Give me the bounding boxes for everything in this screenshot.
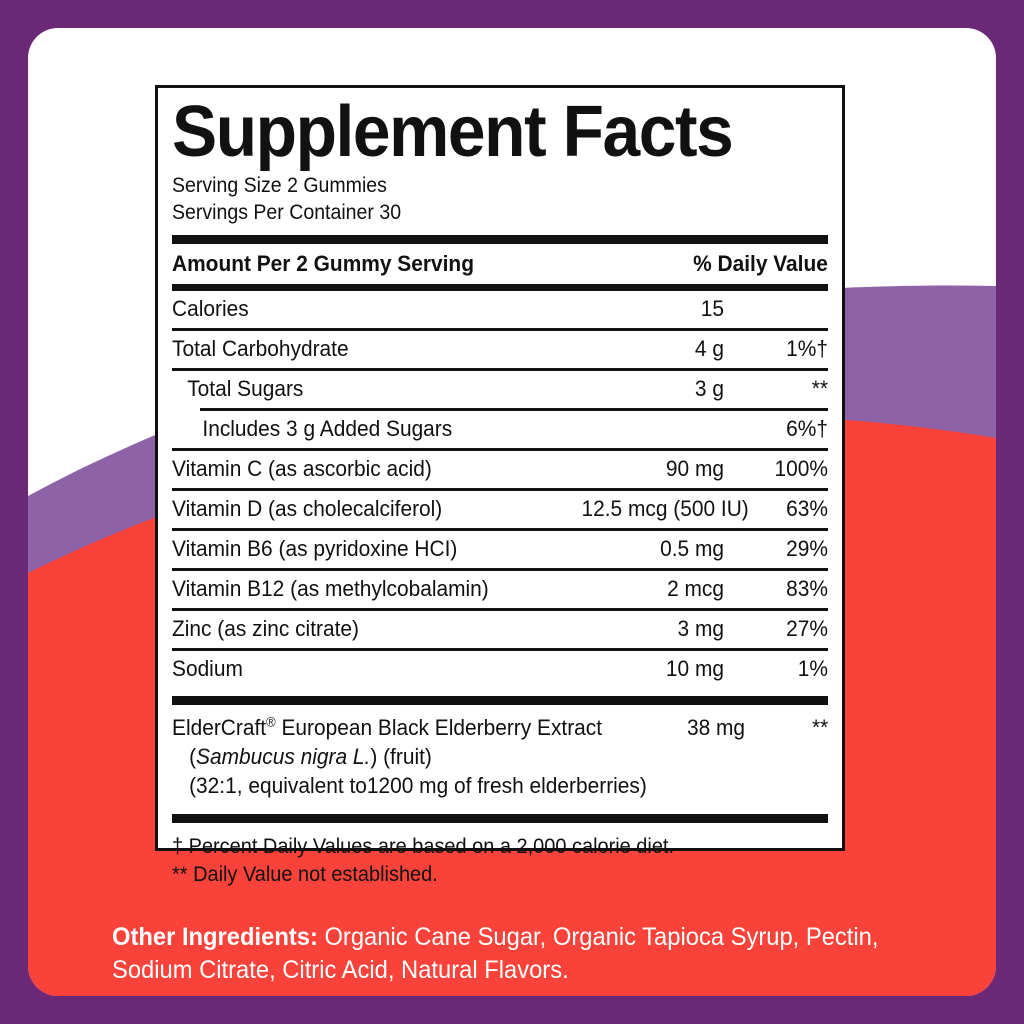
table-row: Vitamin B12 (as methylcobalamin) 2 mcg 8… bbox=[172, 571, 828, 608]
nutrient-dv: 100% bbox=[774, 456, 828, 482]
extract-brand: ElderCraft bbox=[172, 715, 267, 741]
serving-size: Serving Size 2 Gummies bbox=[172, 174, 387, 198]
table-row: Vitamin B6 (as pyridoxine HCI) 0.5 mg 29… bbox=[172, 531, 828, 568]
nutrient-name: Vitamin D (as cholecalciferol) bbox=[172, 496, 443, 522]
nutrient-name: Vitamin C (as ascorbic acid) bbox=[172, 456, 432, 482]
footnote-double-asterisk: ** Daily Value not established. bbox=[172, 862, 438, 886]
rule-under-header bbox=[172, 284, 828, 292]
table-header-row: Amount Per 2 Gummy Serving % Daily Value bbox=[172, 244, 828, 284]
page-title: Supplement Facts bbox=[172, 92, 734, 172]
botanical-latin-name: Sambucus nigra L. bbox=[196, 744, 371, 770]
nutrient-amount: 12.5 mcg (500 IU) bbox=[581, 496, 749, 522]
row-divider bbox=[172, 488, 828, 492]
nutrient-dv: 1% bbox=[797, 656, 828, 682]
table-row: Vitamin C (as ascorbic acid) 90 mg 100% bbox=[172, 451, 828, 488]
table-row: Total Carbohydrate 4 g 1%† bbox=[172, 331, 828, 368]
nutrient-amount: 15 bbox=[700, 296, 724, 322]
extract-name: ElderCraft® European Black Elderberry Ex… bbox=[172, 713, 602, 742]
row-divider bbox=[172, 608, 828, 612]
nutrient-dv: 1%† bbox=[786, 336, 828, 362]
table-row: Vitamin D (as cholecalciferol) 12.5 mcg … bbox=[172, 491, 828, 528]
table-row: Calories 15 bbox=[172, 291, 828, 328]
daily-value-label: % Daily Value bbox=[693, 251, 828, 277]
rule-thick-above-extract bbox=[172, 696, 828, 706]
nutrient-amount: 3 g bbox=[694, 376, 724, 402]
nutrient-dv: ** bbox=[811, 376, 828, 402]
nutrient-name: Total Carbohydrate bbox=[172, 336, 349, 362]
nutrient-dv: 63% bbox=[786, 496, 828, 522]
nutrient-name: Includes 3 g Added Sugars bbox=[202, 416, 453, 442]
other-ingredients-label: Other Ingredients: bbox=[112, 923, 318, 951]
extract-amount: 38 mg bbox=[686, 715, 745, 741]
extract-main-line: ElderCraft® European Black Elderberry Ex… bbox=[172, 713, 828, 742]
registered-mark-icon: ® bbox=[266, 714, 276, 730]
nutrient-dv: 29% bbox=[786, 536, 828, 562]
extract-name-rest: European Black Elderberry Extract bbox=[275, 715, 603, 741]
table-row: Sodium 10 mg 1% bbox=[172, 651, 828, 688]
row-divider bbox=[172, 328, 828, 332]
row-divider bbox=[172, 528, 828, 532]
rule-thick-above-footnotes bbox=[172, 814, 828, 824]
botanical-close: ) (fruit) bbox=[370, 744, 432, 770]
table-row: Zinc (as zinc citrate) 3 mg 27% bbox=[172, 611, 828, 648]
elderberry-extract-block: ElderCraft® European Black Elderberry Ex… bbox=[172, 705, 828, 806]
nutrient-dv: 83% bbox=[786, 576, 828, 602]
nutrient-amount: 0.5 mg bbox=[660, 536, 724, 562]
nutrient-name: Vitamin B12 (as methylcobalamin) bbox=[172, 576, 489, 602]
nutrient-amount: 4 g bbox=[694, 336, 724, 362]
table-row: Includes 3 g Added Sugars 6%† bbox=[172, 411, 828, 448]
other-ingredients-text: Organic Cane Sugar, Organic Tapioca Syru… bbox=[112, 923, 879, 984]
row-divider bbox=[172, 568, 828, 572]
other-ingredients: Other Ingredients: Organic Cane Sugar, O… bbox=[112, 921, 948, 987]
row-divider bbox=[172, 368, 828, 372]
botanical-open-paren: ( bbox=[189, 744, 197, 770]
nutrient-amount: 90 mg bbox=[665, 456, 724, 482]
table-row: Total Sugars 3 g ** bbox=[172, 371, 828, 408]
servings-per-container: Servings Per Container 30 bbox=[172, 201, 402, 225]
nutrient-name: Vitamin B6 (as pyridoxine HCI) bbox=[172, 536, 458, 562]
row-divider bbox=[172, 448, 828, 452]
nutrient-name: Sodium bbox=[172, 656, 243, 682]
nutrient-amount: 3 mg bbox=[677, 616, 724, 642]
nutrient-name: Total Sugars bbox=[187, 376, 304, 402]
extract-dv: ** bbox=[811, 715, 828, 741]
extract-botanical-line: (Sambucus nigra L.) (fruit) bbox=[172, 742, 795, 771]
footnotes: † Percent Daily Values are based on a 2,… bbox=[172, 823, 828, 888]
row-divider bbox=[172, 648, 828, 652]
supplement-facts-panel: Supplement Facts Serving Size 2 Gummies … bbox=[155, 85, 845, 886]
rule-thick-top bbox=[172, 235, 828, 245]
nutrient-amount: 2 mcg bbox=[667, 576, 724, 602]
footnote-dagger: † Percent Daily Values are based on a 2,… bbox=[172, 835, 675, 859]
nutrient-name: Calories bbox=[172, 296, 249, 322]
extract-ratio-line: (32:1, equivalent to1200 mg of fresh eld… bbox=[189, 773, 647, 799]
nutrient-dv: 6%† bbox=[786, 416, 828, 442]
row-divider-inset bbox=[200, 408, 828, 412]
nutrient-dv: 27% bbox=[786, 616, 828, 642]
amount-per-serving-label: Amount Per 2 Gummy Serving bbox=[172, 251, 474, 277]
nutrient-name: Zinc (as zinc citrate) bbox=[172, 616, 359, 642]
nutrient-amount: 10 mg bbox=[665, 656, 724, 682]
